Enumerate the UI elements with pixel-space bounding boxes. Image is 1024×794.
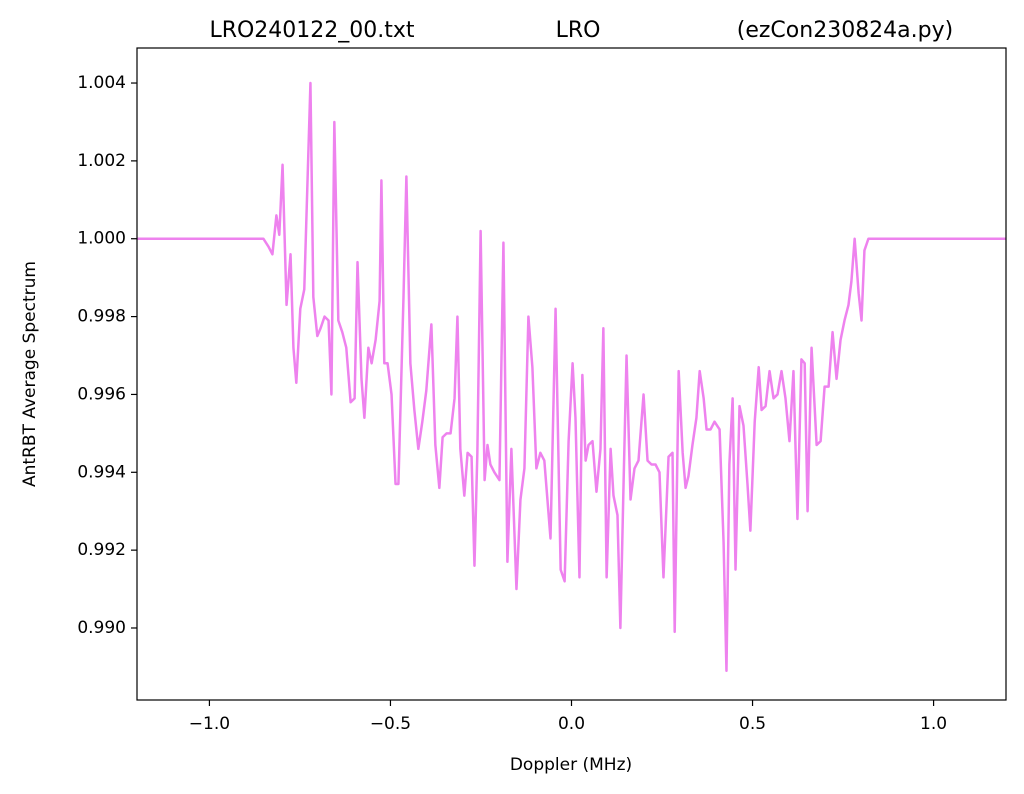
y-tick-label: 0.996 (77, 384, 126, 404)
y-tick-label: 1.004 (77, 73, 126, 93)
y-tick-label: 1.000 (77, 229, 126, 249)
y-tick-label: 1.002 (77, 151, 126, 171)
x-tick-label: 0.5 (739, 714, 766, 734)
x-tick-label: 1.0 (920, 714, 947, 734)
x-tick-label: −0.5 (370, 714, 411, 734)
y-axis-label: AntRBT Average Spectrum (20, 261, 40, 487)
y-tick-label: 0.998 (77, 307, 126, 327)
chart-title: LRO (556, 18, 601, 43)
plot-frame (136, 47, 1007, 701)
chart-title: (ezCon230824a.py) (737, 18, 953, 43)
data-line (137, 81, 1006, 673)
y-tick-label: 0.994 (77, 462, 126, 482)
x-axis-label: Doppler (MHz) (510, 755, 632, 775)
x-tick-label: −1.0 (189, 714, 230, 734)
chart-title: LRO240122_00.txt (209, 18, 414, 43)
y-tick-label: 0.990 (77, 618, 126, 638)
y-tick-label: 0.992 (77, 540, 126, 560)
x-tick-label: 0.0 (558, 714, 585, 734)
